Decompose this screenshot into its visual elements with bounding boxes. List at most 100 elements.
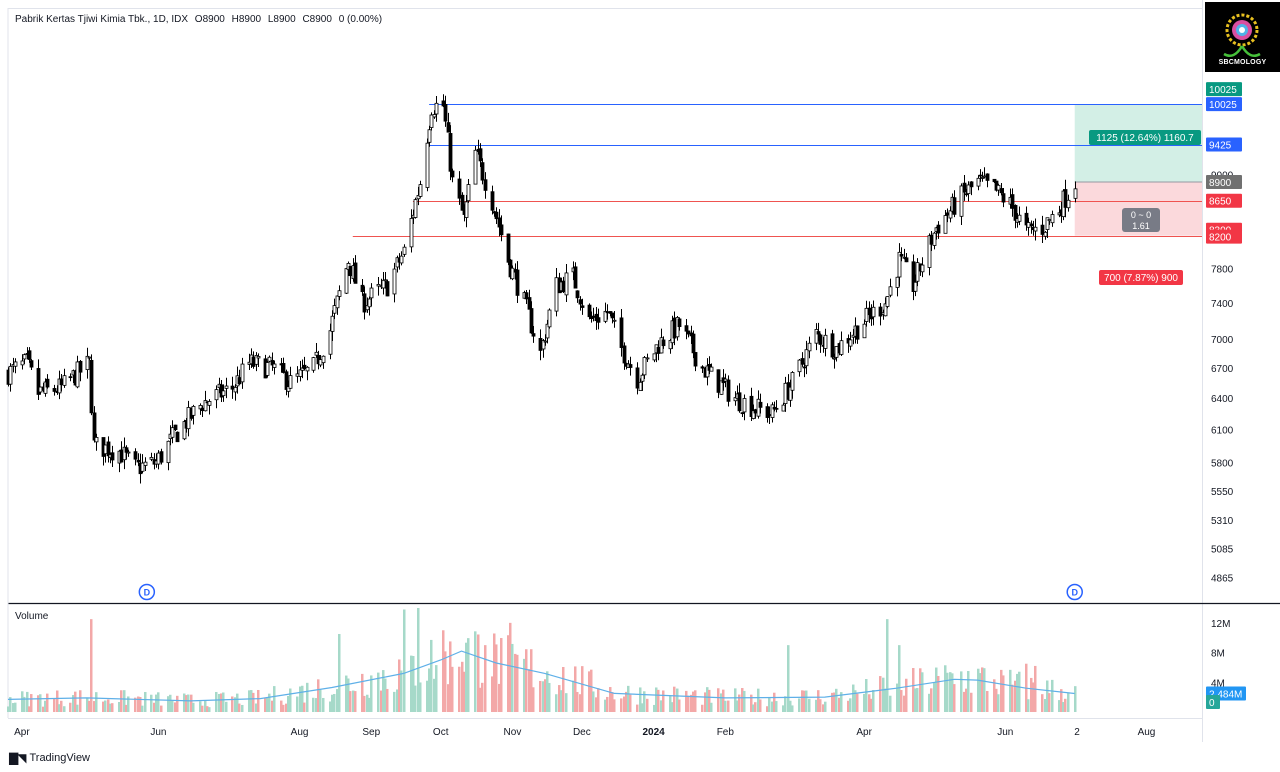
candle	[797, 359, 802, 373]
volume-tick-label: 12M	[1211, 619, 1230, 630]
price-tick-label: 4865	[1211, 573, 1234, 584]
volume-bar	[491, 676, 494, 712]
volume-bar	[74, 691, 77, 712]
volume-bar	[717, 688, 720, 712]
time-tick-label: Aug	[291, 727, 309, 738]
volume-bar	[493, 633, 496, 712]
price-tick-label: 6700	[1211, 364, 1234, 375]
candle	[832, 357, 837, 360]
candle	[286, 386, 291, 392]
candle	[20, 360, 25, 366]
candle	[413, 199, 418, 218]
volume-bar	[657, 689, 660, 712]
volume-bar	[623, 696, 626, 712]
volume-bar	[190, 694, 193, 712]
time-tick-label: Apr	[14, 727, 30, 738]
candle	[383, 279, 388, 282]
candle	[587, 304, 592, 318]
volume-bar	[21, 691, 24, 712]
volume-bar	[548, 682, 551, 712]
volume-bar	[79, 690, 82, 712]
candle	[221, 390, 226, 397]
price-axis-label: 9425	[1209, 141, 1232, 152]
candle	[124, 447, 129, 453]
candle	[608, 311, 613, 314]
candle	[591, 315, 596, 318]
candle	[936, 224, 941, 234]
volume-bar	[525, 649, 528, 712]
candle	[904, 257, 909, 263]
candle	[999, 188, 1004, 194]
candle	[943, 215, 948, 234]
dividend-marker[interactable]	[1066, 583, 1083, 601]
volume-bar	[597, 688, 600, 712]
volume-bar	[377, 672, 380, 712]
volume-bar	[111, 703, 114, 712]
candle	[119, 449, 124, 463]
candle	[920, 264, 925, 273]
tradingview-footer[interactable]: ▇◥ TradingView	[9, 751, 90, 765]
volume-bar	[824, 701, 827, 712]
candle	[783, 382, 788, 404]
price-tick-label: 7000	[1211, 335, 1234, 346]
candle	[1001, 193, 1006, 203]
volume-bar	[363, 695, 366, 712]
volume-bar	[430, 639, 433, 712]
volume-bar	[544, 679, 547, 712]
volume-bar	[565, 693, 568, 712]
volume-bar	[574, 666, 577, 712]
volume-bar	[884, 688, 887, 712]
price-axis-label-10025: 10025	[1206, 97, 1242, 112]
volume-bar	[912, 668, 915, 712]
price-axis-label-bg	[1206, 82, 1242, 97]
price-tick-label: 6100	[1211, 425, 1234, 436]
price-axis-label-8650: 8650	[1206, 193, 1242, 208]
volume-bar	[627, 685, 630, 712]
volume-bar	[442, 630, 445, 712]
volume-bar	[60, 700, 63, 712]
candle	[895, 276, 900, 288]
candle	[976, 177, 981, 187]
candle	[878, 306, 883, 317]
price-tick-label: 5085	[1211, 544, 1234, 555]
volume-bar	[329, 701, 332, 712]
ohlc-close: C8900	[302, 14, 332, 25]
candle	[656, 346, 661, 354]
candle	[1066, 199, 1071, 209]
time-tick-label: Aug	[1138, 727, 1156, 738]
dividend-marker[interactable]	[138, 583, 156, 601]
volume-bar	[461, 661, 464, 712]
volume-bar	[655, 687, 658, 712]
candle	[742, 398, 747, 413]
volume-bar	[882, 677, 885, 712]
volume-bar	[900, 690, 903, 712]
volume-bar	[808, 698, 811, 712]
volume-zero-label-bg	[1206, 695, 1220, 709]
volume-bar	[620, 698, 623, 712]
candle	[392, 268, 397, 295]
candle	[13, 361, 18, 367]
candle	[554, 277, 559, 312]
candle	[700, 366, 705, 369]
volume-bar	[95, 692, 98, 712]
volume-bar	[967, 671, 970, 712]
candle	[610, 312, 615, 319]
candle	[87, 356, 92, 359]
volume-bar	[673, 686, 676, 712]
candle	[143, 461, 148, 466]
candle	[564, 272, 569, 296]
volume-bar	[384, 678, 387, 712]
candle	[78, 360, 83, 373]
candle	[992, 178, 997, 183]
candle	[622, 345, 627, 364]
candle	[871, 306, 876, 318]
volume-bar	[107, 699, 110, 712]
candle	[677, 318, 682, 327]
volume-bar	[248, 690, 251, 712]
volume-bar	[660, 700, 663, 712]
candle	[1026, 222, 1031, 228]
price-axis-label-10025: 10025	[1206, 82, 1242, 97]
volume-bar	[336, 689, 339, 712]
candle	[425, 142, 430, 188]
